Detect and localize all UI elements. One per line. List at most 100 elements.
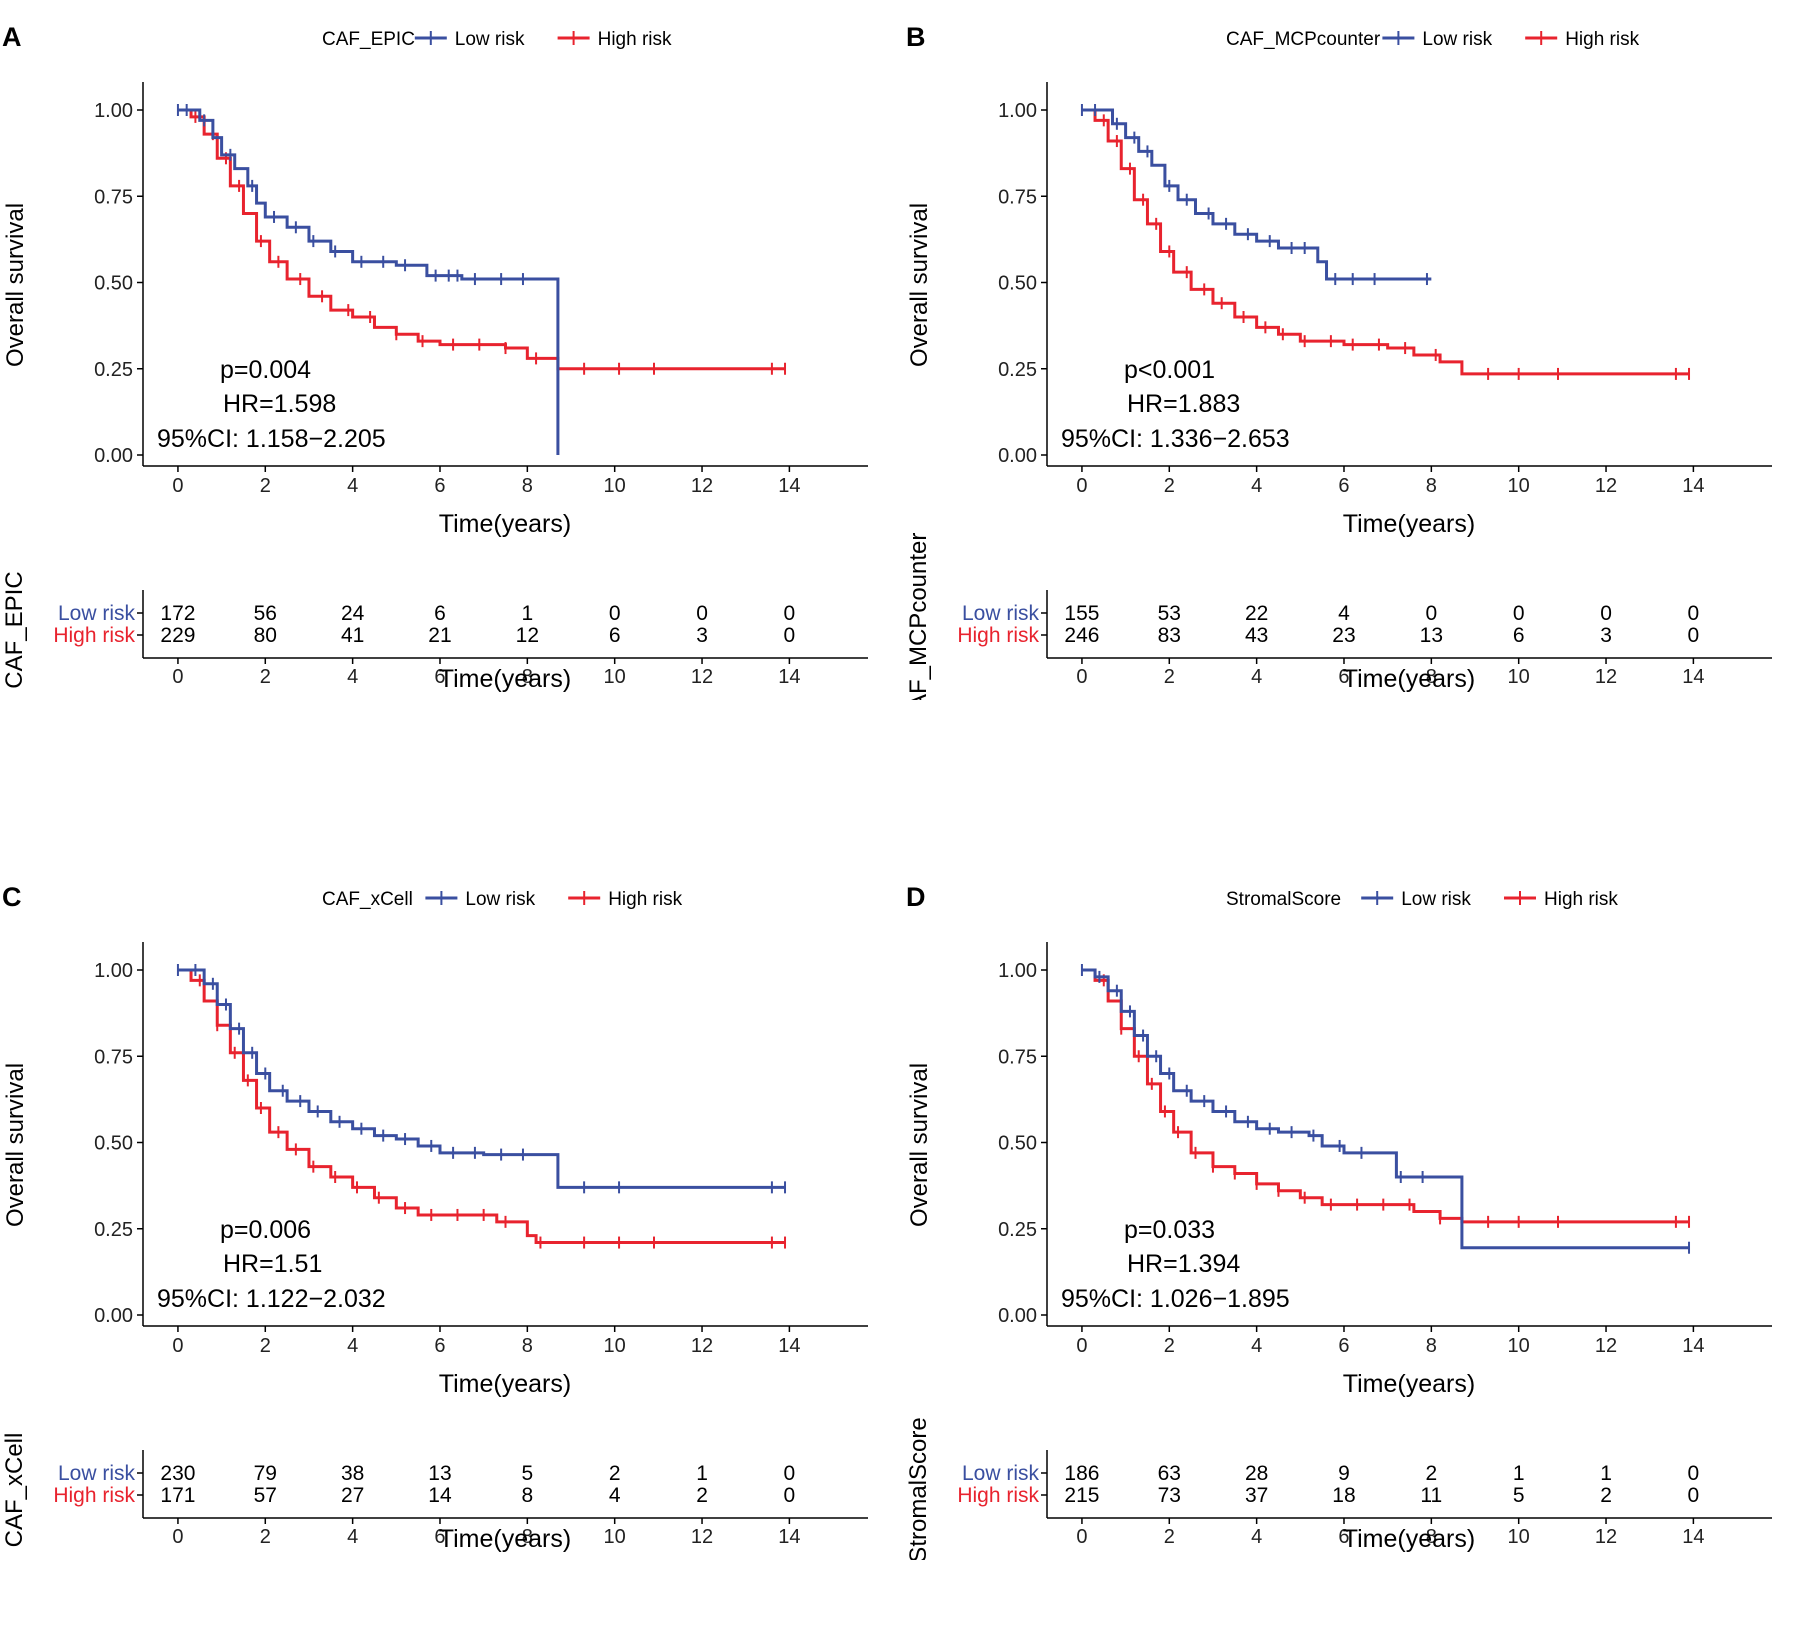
y-tick-label: 0.25 — [94, 1219, 133, 1241]
y-tick-label: 0.00 — [94, 1305, 133, 1327]
risk-table-x-tick-label: 10 — [604, 666, 626, 688]
x-tick-label: 0 — [172, 1335, 183, 1357]
risk-table-x-tick-label: 4 — [347, 1526, 358, 1548]
panel-b: B CAF_MCPcounter Low risk High risk 1.00 0.75… — [904, 0, 1804, 780]
risk-table-count: 5 — [1513, 1484, 1525, 1507]
y-tick-label: 0.75 — [998, 186, 1037, 208]
legend-title: CAF_xCell — [322, 889, 413, 910]
legend-label: Low risk — [1422, 29, 1492, 50]
risk-table-count: 6 — [1513, 624, 1525, 647]
x-tick-label: 2 — [1164, 1335, 1175, 1357]
p-value: p=0.033 — [1124, 1216, 1215, 1244]
risk-table-count: 0 — [609, 602, 621, 625]
risk-table-count: 12 — [516, 624, 539, 647]
risk-table-count: 4 — [609, 1484, 621, 1507]
risk-table-x-tick-label: 6 — [1338, 1526, 1349, 1548]
risk-table-count: 43 — [1245, 624, 1268, 647]
risk-table-x-tick-label: 4 — [347, 666, 358, 688]
risk-table-x-tick-label: 6 — [1338, 666, 1349, 688]
risk-table-x-tick-label: 8 — [1426, 1526, 1437, 1548]
risk-table-count: 73 — [1158, 1484, 1181, 1507]
risk-table-count: 79 — [254, 1462, 277, 1485]
x-tick-label: 4 — [1251, 1335, 1262, 1357]
panel-letter: A — [2, 22, 22, 52]
risk-table-x-tick-label: 12 — [691, 1526, 713, 1548]
risk-table-count: 28 — [1245, 1462, 1268, 1485]
risk-table-x-tick-label: 14 — [1682, 666, 1704, 688]
risk-table-count: 0 — [1425, 602, 1437, 625]
panel-d: D StromalScore Low risk High risk 1.00 0.75 0.… — [904, 860, 1804, 1640]
x-tick-label: 14 — [1682, 1335, 1704, 1357]
curve-low-risk — [177, 108, 560, 455]
risk-table-count: 1 — [1600, 1462, 1612, 1485]
x-axis-label: Time(years) — [439, 1370, 571, 1398]
y-tick-label: 0.00 — [998, 1305, 1037, 1327]
km-chart-a: A CAF_EPIC Low risk High risk1.000.750.500.… — [1, 22, 868, 693]
x-tick-label: 10 — [1508, 1335, 1530, 1357]
risk-table-count: 22 — [1245, 602, 1268, 625]
y-tick-label: 0.25 — [94, 359, 133, 381]
legend-label: High risk — [1544, 889, 1618, 910]
risk-table-count: 229 — [160, 624, 195, 647]
x-tick-label: 8 — [1426, 1335, 1437, 1357]
x-tick-label: 14 — [1682, 475, 1704, 497]
x-tick-label: 0 — [1076, 475, 1087, 497]
panel-letter: D — [906, 882, 926, 912]
curve-low-risk — [177, 968, 786, 1189]
risk-table-x-tick-label: 14 — [1682, 1526, 1704, 1548]
risk-table-x-tick-label: 4 — [1251, 1526, 1262, 1548]
risk-table-count: 63 — [1158, 1462, 1181, 1485]
risk-table-count: 0 — [1513, 602, 1525, 625]
risk-table-count: 13 — [428, 1462, 451, 1485]
risk-table-count: 6 — [609, 624, 621, 647]
risk-table-x-tick-label: 2 — [260, 666, 271, 688]
legend: CAF_MCPcounter Low risk High risk — [1226, 29, 1640, 50]
legend-label: High risk — [608, 889, 682, 910]
legend-label: High risk — [598, 29, 672, 50]
x-axis-label: Time(years) — [1343, 510, 1475, 538]
x-axis-label: Time(years) — [439, 510, 571, 538]
risk-table-x-tick-label: 2 — [1164, 666, 1175, 688]
risk-table-row-label: High risk — [957, 1484, 1039, 1507]
risk-table-count: 11 — [1420, 1484, 1442, 1507]
y-tick-label: 0.25 — [998, 1219, 1037, 1241]
risk-table-count: 37 — [1245, 1484, 1268, 1507]
risk-table-count: 24 — [341, 602, 365, 625]
risk-table-count: 0 — [1688, 1462, 1700, 1485]
risk-table-x-tick-label: 12 — [691, 666, 713, 688]
risk-table-count: 171 — [160, 1484, 195, 1507]
risk-table-count: 0 — [1688, 602, 1700, 625]
legend-label: Low risk — [465, 889, 535, 910]
panel-a: A CAF_EPIC Low risk High risk 1.00 0.75 0.50 0.… — [0, 0, 900, 780]
panel-letter: C — [2, 882, 22, 912]
risk-table-x-tick-label: 0 — [1076, 1526, 1087, 1548]
hazard-ratio: HR=1.598 — [223, 390, 336, 418]
x-axis-label: Time(years) — [1343, 1370, 1475, 1398]
risk-table-count: 2 — [1600, 1484, 1612, 1507]
risk-table-x-tick-label: 14 — [778, 1526, 800, 1548]
risk-table-count: 18 — [1332, 1484, 1355, 1507]
risk-table-count: 3 — [1600, 624, 1612, 647]
confidence-interval: 95%CI: 1.122−2.032 — [157, 1285, 386, 1313]
x-tick-label: 12 — [691, 1335, 713, 1357]
x-tick-label: 8 — [522, 1335, 533, 1357]
risk-table-row-label: High risk — [53, 1484, 135, 1507]
legend: CAF_EPIC Low risk High risk — [322, 29, 672, 50]
y-tick-label: 0.00 — [998, 445, 1037, 467]
risk-table-x-axis-label: Time(years) — [1343, 1525, 1475, 1553]
legend-label: High risk — [1565, 29, 1639, 50]
y-tick-label: 0.75 — [998, 1046, 1037, 1068]
risk-table-count: 5 — [521, 1462, 533, 1485]
risk-table-y-label: CAF_MCPcounter — [905, 533, 932, 700]
y-tick-label: 0.75 — [94, 1046, 133, 1068]
risk-table-count: 21 — [428, 624, 451, 647]
legend-title: CAF_MCPcounter — [1226, 29, 1381, 50]
hazard-ratio: HR=1.394 — [1127, 1250, 1240, 1278]
y-tick-label: 1.00 — [998, 100, 1037, 122]
risk-table-x-tick-label: 10 — [604, 1526, 626, 1548]
risk-table-count: 0 — [784, 1484, 796, 1507]
risk-table-x-tick-label: 4 — [1251, 666, 1262, 688]
x-tick-label: 2 — [1164, 475, 1175, 497]
x-tick-label: 10 — [604, 1335, 626, 1357]
x-tick-label: 0 — [1076, 1335, 1087, 1357]
